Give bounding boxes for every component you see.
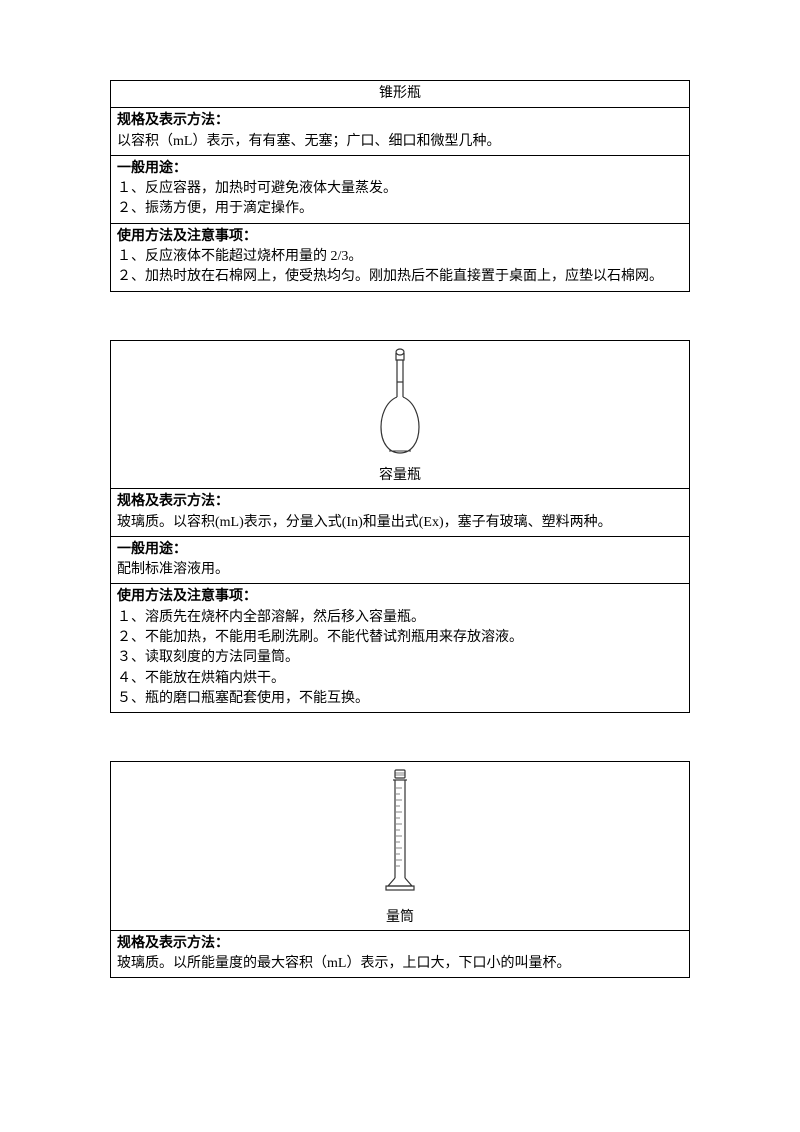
method-line: １、溶质先在烧杯内全部溶解，然后移入容量瓶。 bbox=[117, 610, 425, 625]
method-line: ４、不能放在烘箱内烘干。 bbox=[117, 671, 285, 686]
spec-row: 规格及表示方法： 玻璃质。以所能量度的最大容积（mL）表示，上口大，下口小的叫量… bbox=[111, 931, 689, 978]
use-line: ２、振荡方便，用于滴定操作。 bbox=[117, 201, 313, 216]
volumetric-flask-icon bbox=[375, 347, 425, 464]
method-line: ３、读取刻度的方法同量筒。 bbox=[117, 650, 299, 665]
image-caption: 量筒 bbox=[117, 908, 683, 928]
method-line: １、反应液体不能超过烧杯用量的 2/3。 bbox=[117, 249, 362, 264]
method-row: 使用方法及注意事项： １、反应液体不能超过烧杯用量的 2/3。 ２、加热时放在石… bbox=[111, 224, 689, 291]
card-title: 锥形瓶 bbox=[379, 86, 421, 101]
use-row: 一般用途： 配制标准溶液用。 bbox=[111, 537, 689, 585]
image-caption: 容量瓶 bbox=[117, 466, 683, 486]
method-heading: 使用方法及注意事项： bbox=[117, 229, 257, 244]
image-row: 容量瓶 bbox=[111, 341, 689, 490]
spec-row: 规格及表示方法： 玻璃质。以容积(mL)表示，分量入式(In)和量出式(Ex)，… bbox=[111, 489, 689, 537]
method-line: ２、加热时放在石棉网上，使受热均匀。刚加热后不能直接置于桌面上，应垫以石棉网。 bbox=[117, 269, 663, 284]
spec-heading: 规格及表示方法： bbox=[117, 494, 229, 509]
equipment-card-erlenmeyer: 锥形瓶 规格及表示方法： 以容积（mL）表示，有有塞、无塞；广口、细口和微型几种… bbox=[110, 80, 690, 292]
method-line: ２、不能加热，不能用毛刷洗刷。不能代替试剂瓶用来存放溶液。 bbox=[117, 630, 523, 645]
use-heading: 一般用途： bbox=[117, 161, 187, 176]
spec-text: 玻璃质。以容积(mL)表示，分量入式(In)和量出式(Ex)，塞子有玻璃、塑料两… bbox=[117, 515, 612, 530]
method-line: ５、瓶的磨口瓶塞配套使用，不能互换。 bbox=[117, 691, 369, 706]
equipment-card-volumetric-flask: 容量瓶 规格及表示方法： 玻璃质。以容积(mL)表示，分量入式(In)和量出式(… bbox=[110, 340, 690, 714]
use-row: 一般用途： １、反应容器，加热时可避免液体大量蒸发。 ２、振荡方便，用于滴定操作… bbox=[111, 156, 689, 224]
use-line: １、反应容器，加热时可避免液体大量蒸发。 bbox=[117, 181, 397, 196]
method-row: 使用方法及注意事项： １、溶质先在烧杯内全部溶解，然后移入容量瓶。 ２、不能加热… bbox=[111, 584, 689, 712]
spec-heading: 规格及表示方法： bbox=[117, 113, 229, 128]
use-heading: 一般用途： bbox=[117, 542, 187, 557]
method-heading: 使用方法及注意事项： bbox=[117, 589, 257, 604]
spec-text: 玻璃质。以所能量度的最大容积（mL）表示，上口大，下口小的叫量杯。 bbox=[117, 956, 570, 971]
image-row: 量筒 bbox=[111, 762, 689, 931]
graduated-cylinder-icon bbox=[378, 768, 422, 905]
spec-text: 以容积（mL）表示，有有塞、无塞；广口、细口和微型几种。 bbox=[117, 134, 500, 149]
spec-heading: 规格及表示方法： bbox=[117, 936, 229, 951]
equipment-card-graduated-cylinder: 量筒 规格及表示方法： 玻璃质。以所能量度的最大容积（mL）表示，上口大，下口小… bbox=[110, 761, 690, 978]
use-text: 配制标准溶液用。 bbox=[117, 562, 229, 577]
spec-row: 规格及表示方法： 以容积（mL）表示，有有塞、无塞；广口、细口和微型几种。 bbox=[111, 108, 689, 156]
card-title-row: 锥形瓶 bbox=[111, 81, 689, 108]
